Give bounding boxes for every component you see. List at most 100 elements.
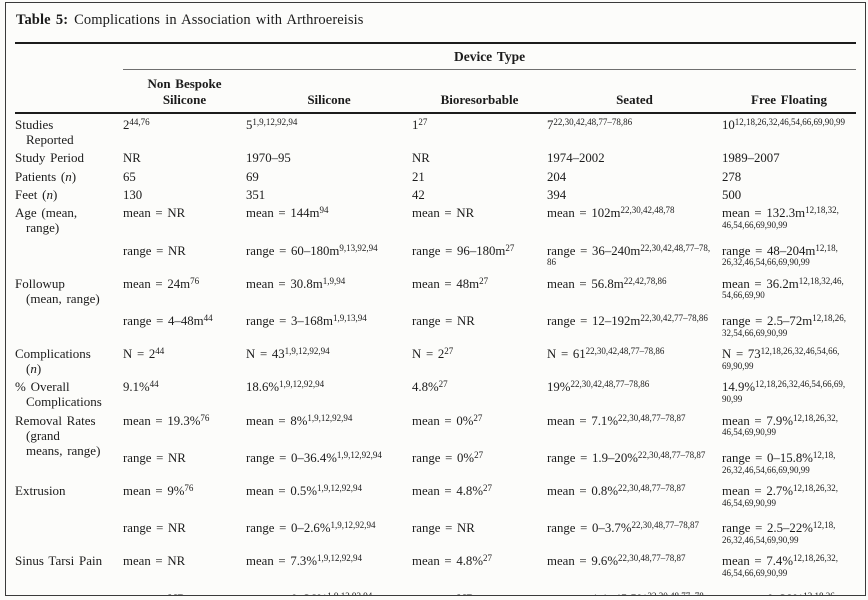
cell-value: range = 3–168m: [246, 314, 333, 329]
cell-removal-rates-col2: range = 0–36.4%1,​9,​12,​92,​94: [246, 443, 412, 480]
cell-value: mean = 9%: [123, 484, 185, 499]
cell-value: mean = NR: [412, 206, 475, 221]
reference-superscript: 27: [444, 345, 454, 356]
row-label-studies-reported: Studies Reported: [15, 113, 123, 147]
reference-superscript: 27: [474, 450, 484, 461]
reference-superscript: 1,​9,​13,​94: [332, 313, 367, 324]
row-overall-complications: % Overall Complications 9.1%44 18.6%1,​9,​1…: [15, 377, 856, 410]
cell-value: range = NR: [123, 243, 186, 258]
cell-value: 500: [722, 187, 742, 202]
row-label-line: Extrusion: [15, 483, 66, 499]
cell-sinus-tarsi-pain-col1: mean = NR: [123, 551, 246, 584]
cell-value: 1: [412, 117, 419, 132]
reference-superscript: 22,​30,​48,​77–78,​87: [647, 590, 706, 596]
cell-value: range = NR: [412, 314, 475, 329]
cell-value: N = 73: [722, 347, 761, 361]
cell-value: mean = 132.3m: [722, 206, 806, 221]
cell-extrusion-col2: mean = 0.5%1,​9,​12,​92,​94: [246, 481, 412, 514]
cell-value: mean = 0%: [412, 413, 474, 428]
row-removal-rates-mean: Removal Rates (grand means, range) mean = 1…: [15, 410, 856, 458]
cell-value: range = 2.5–22%: [722, 521, 813, 536]
row-age-range: range = NR range = 60–180m9,​13,​92,​94 ra…: [15, 236, 856, 273]
cell-value: mean = 4.8%: [412, 554, 483, 569]
cell-complications-col1: N = 244: [123, 344, 246, 377]
row-followup-range: range = 4–48m44 range = 3–168m1,​9,​13,​9…: [15, 306, 856, 343]
reference-superscript: 12,​18,​26,​32,​46,​54,​69,​90,​99: [722, 412, 838, 438]
cell-studies-reported-col2: 51,​9,​12,​92,​94: [246, 113, 412, 147]
cell-value: 21: [412, 169, 425, 184]
cell-value: mean = 36.2m: [722, 276, 799, 291]
cell-value: 69: [246, 169, 259, 184]
cell-value: range = 1.1–45.5%: [547, 592, 647, 595]
cell-value: mean = 30.8m: [246, 276, 323, 291]
cell-patients-col5: 278: [722, 166, 856, 184]
cell-feet-col4: 394: [547, 184, 722, 202]
cell-value: mean = 102m: [547, 206, 621, 221]
cell-value: mean = 7.4%: [722, 554, 793, 569]
row-label-extrusion: Extrusion: [15, 481, 123, 551]
reference-superscript: 22,​42,​78,​86: [623, 275, 667, 286]
cell-value: NR: [123, 151, 141, 166]
cell-value: range = 0–38%: [722, 592, 803, 595]
cell-study-period-col5: 1989–2007: [722, 148, 856, 166]
row-label-line: Age (mean,: [15, 205, 78, 221]
row-extrusion-mean: Extrusion mean = 9%76 mean = 0.5%1,​9,​12,…: [15, 481, 856, 514]
row-age-mean: Age (mean, range) mean = NR mean = 144m94 me…: [15, 203, 856, 236]
row-label-line: Feet (n): [15, 186, 58, 202]
cell-value: 42: [412, 187, 425, 202]
reference-superscript: 94: [319, 205, 329, 216]
cell-value: mean = 7.1%: [547, 413, 618, 428]
cell-age-col3: range = 96–180m27: [412, 236, 547, 273]
cell-value: mean = 2.7%: [722, 484, 793, 499]
cell-studies-reported-col3: 127: [412, 113, 547, 147]
row-label-line: (mean, range): [26, 290, 100, 306]
row-studies-reported: Studies Reported 244,​76 51,​9,​12,​92,​94 1…: [15, 113, 856, 147]
cell-value: 65: [123, 169, 136, 184]
cell-studies-reported-col4: 722,​30,​42,​48,​77–78,​86: [547, 113, 722, 147]
cell-removal-rates-col5: range = 0–15.8%12,​18,​26,​32,​46,​54,​6…: [722, 443, 856, 480]
cell-removal-rates-col3: mean = 0%27: [412, 410, 547, 443]
cell-sinus-tarsi-pain-col1: range = NR: [123, 584, 246, 595]
cell-removal-rates-col4: mean = 7.1%22,​30,​48,​77–78,​87: [547, 410, 722, 443]
cell-sinus-tarsi-pain-col4: range = 1.1–45.5%22,​30,​48,​77–78,​87: [547, 584, 722, 596]
cell-removal-rates-col2: mean = 8%1,​9,​12,​92,​94: [246, 410, 412, 443]
cell-value: mean = 144m: [246, 206, 320, 221]
row-label-feet: Feet (n): [15, 184, 123, 202]
reference-superscript: 12,​18,​26,​32,​46,​54,​66,​69,​90,​99: [722, 345, 840, 371]
reference-superscript: 12,​18,​26,​32,​54,​66,​69,​90,​99: [722, 313, 846, 338]
row-label-line: Removal Rates: [15, 412, 96, 428]
cell-patients-col1: 65: [123, 166, 246, 184]
row-label-line: Reported: [26, 131, 74, 147]
cell-value: 1974–2002: [547, 151, 605, 166]
cell-value: 1989–2007: [722, 151, 780, 166]
cell-study-period-col3: NR: [412, 148, 547, 166]
reference-superscript: 1,​9,​94: [322, 275, 346, 286]
cell-overall-complications-col1: 9.1%44: [123, 377, 246, 410]
cell-sinus-tarsi-pain-col3: range = NR: [412, 584, 547, 595]
reference-superscript: 44,​76: [129, 116, 150, 127]
cell-value: range = 0–15.8%: [722, 451, 813, 466]
cell-feet-col2: 351: [246, 184, 412, 202]
cell-value: 130: [123, 187, 143, 202]
reference-superscript: 12,​18,​32,​46,​54,​66,​69,​90,​99: [722, 205, 839, 231]
cell-extrusion-col1: range = NR: [123, 513, 246, 550]
cell-complications-col2: N = 431,​9,​12,​92,​94: [246, 344, 412, 377]
reference-superscript: 27: [473, 412, 483, 423]
cell-value: range = 0–2.6%: [246, 521, 331, 536]
cell-value: 2: [123, 117, 130, 132]
row-label-followup: Followup (mean, range): [15, 273, 123, 343]
cell-overall-complications-col3: 4.8%27: [412, 377, 547, 410]
reference-superscript: 1,​9,​12,​92,​94: [336, 450, 382, 461]
cell-extrusion-col3: mean = 4.8%27: [412, 481, 547, 514]
reference-superscript: 22,​30,​42,​77–78,​86: [640, 313, 708, 324]
cell-value: range = 36–240m: [547, 243, 641, 258]
row-label-line: % Overall: [15, 379, 70, 395]
cell-age-col5: range = 48–204m12,​18,​26,​32,​46,​54,​6…: [722, 236, 856, 273]
cell-extrusion-col5: mean = 2.7%12,​18,​26,​32,​46,​54,​69,​9…: [722, 481, 856, 514]
reference-superscript: 12,​18,​26,​32,​46,​54,​66,​69,​90,​99: [734, 116, 846, 127]
cell-removal-rates-col1: range = NR: [123, 443, 246, 480]
cell-value: mean = 9.6%: [547, 554, 618, 569]
table-body: Studies Reported 244,​76 51,​9,​12,​92,​94 1…: [15, 113, 856, 596]
cell-value: 278: [722, 169, 742, 184]
